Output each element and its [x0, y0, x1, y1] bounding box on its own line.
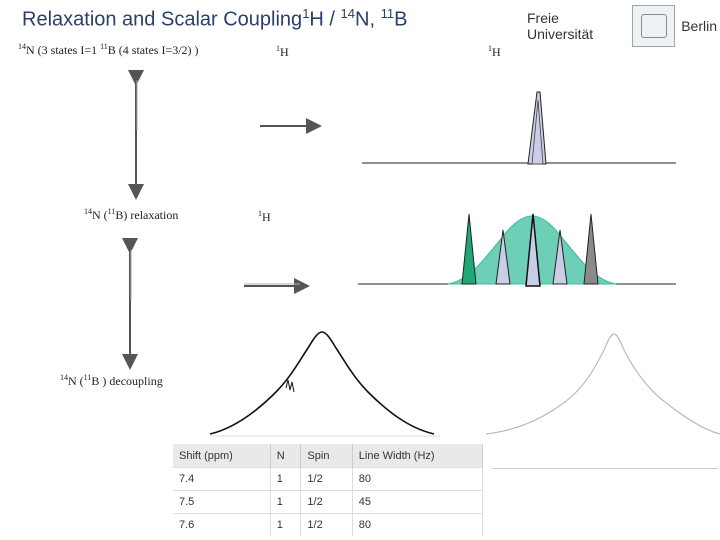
spectrum-relaxation: [358, 213, 676, 287]
logo-right-text: Berlin: [681, 18, 717, 34]
spin-state-arrow-bottom: [122, 238, 138, 370]
decoupling-label: 14N (11B ) decoupling: [60, 373, 163, 388]
spectrum-decoupled-faint: [485, 333, 720, 435]
h1-label-top: 1H: [276, 44, 289, 59]
spectrum-single-peak: [362, 91, 676, 165]
table-header-row: Shift (ppm) N Spin Line Width (Hz): [173, 444, 484, 468]
states-label: 14N (3 states I=1 11B (4 states I=3/2) ): [18, 42, 199, 57]
seal-icon: [632, 5, 676, 47]
spectrum-decoupled-broad: [209, 331, 435, 435]
h1-label-right: 1H: [488, 44, 501, 59]
table-row: 7.6 1 1/2 80: [173, 513, 484, 536]
university-logo: Freie Universität Berlin: [527, 2, 717, 50]
ppm-axis-ticks: [492, 458, 718, 469]
column-header-spin: Spin: [300, 444, 353, 468]
table-row: 7.5 1 1/2 45: [173, 490, 484, 514]
relaxation-label: 14N (11B) relaxation: [84, 207, 179, 222]
column-header-n: N: [270, 444, 302, 468]
h1-label-mid: 1H: [258, 209, 271, 224]
column-header-linewidth: Line Width (Hz): [352, 444, 484, 468]
slide-title: Relaxation and Scalar Coupling1H / 14N, …: [22, 6, 408, 31]
column-header-shift: Shift (ppm): [173, 444, 271, 468]
table-row: 7.4 1 1/2 80: [173, 467, 484, 491]
peak-table: Shift (ppm) N Spin Line Width (Hz) 7.4 1…: [173, 444, 484, 536]
logo-left-text: Freie Universität: [527, 10, 594, 42]
spin-state-arrow-top: [128, 70, 144, 200]
